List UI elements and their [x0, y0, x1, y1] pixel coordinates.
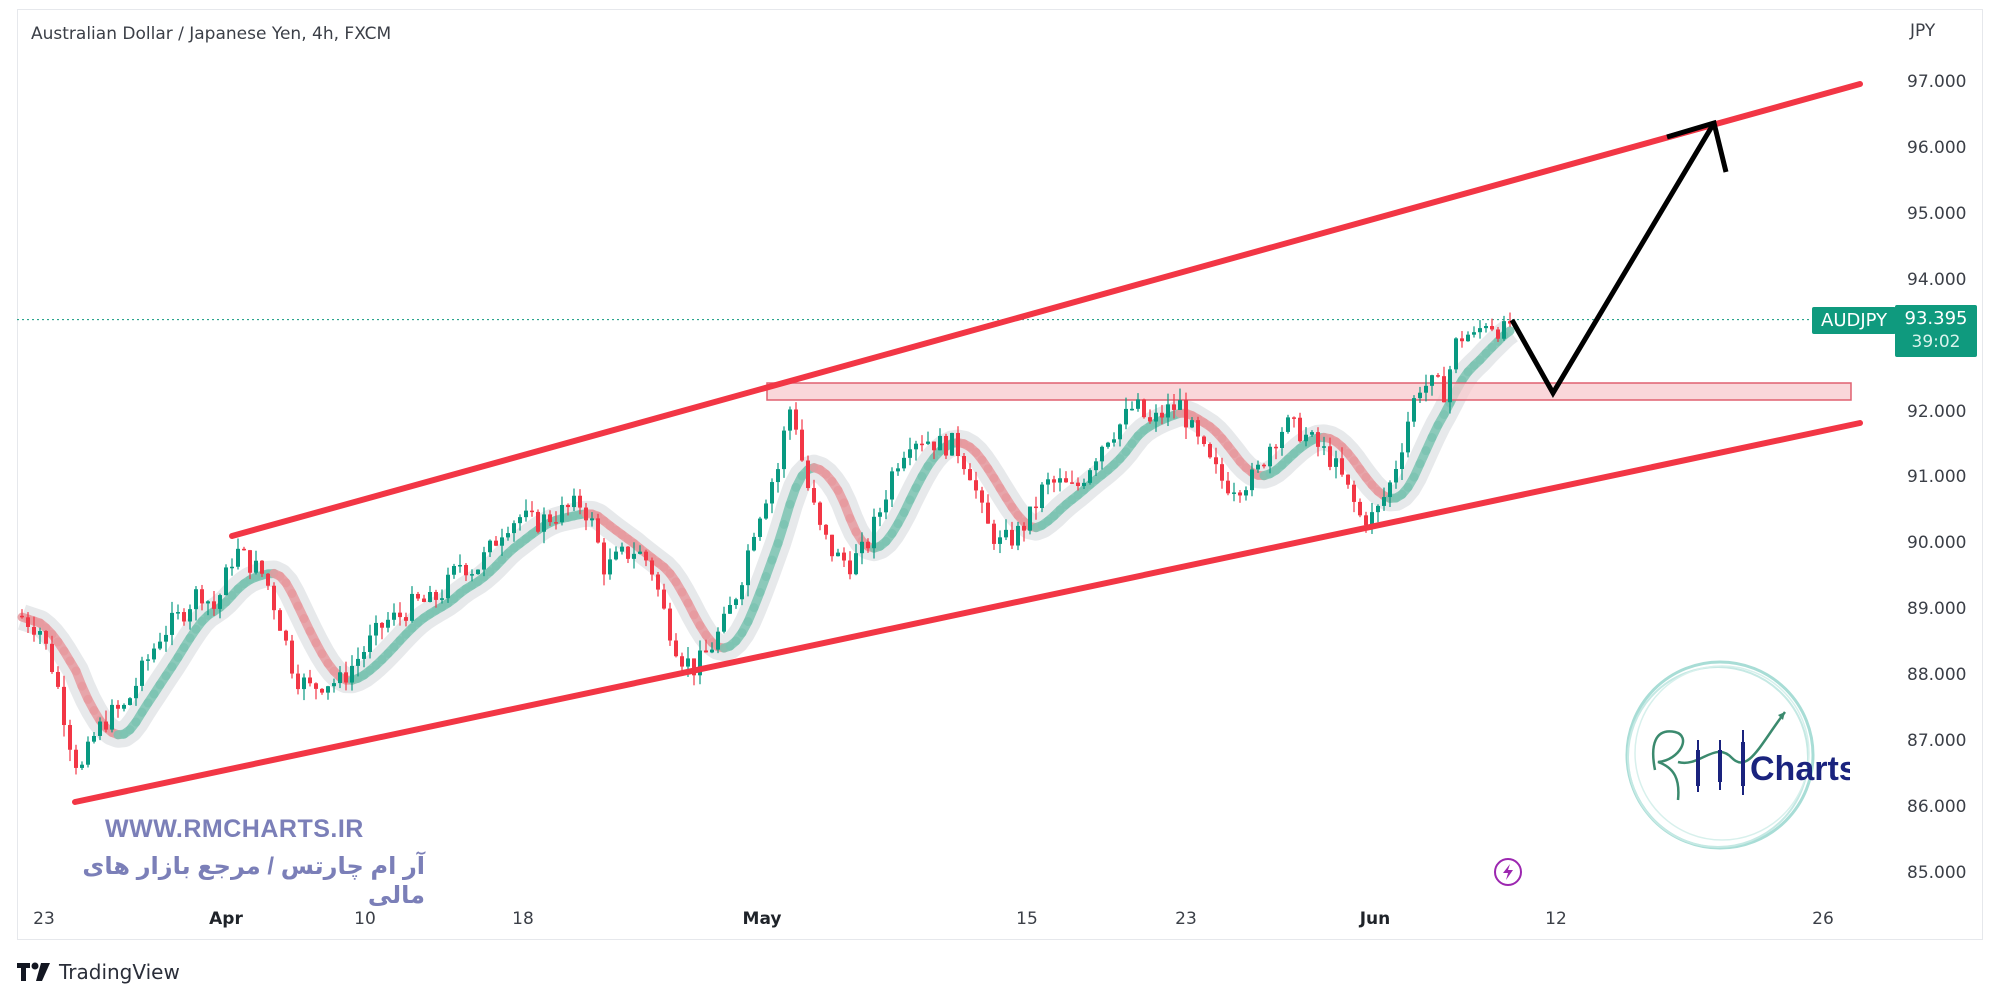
watermark-url: WWW.RMCHARTS.IR: [105, 815, 364, 843]
time-tick: 23: [33, 909, 55, 929]
price-tick: 97.000: [1907, 72, 1967, 92]
time-tick: 26: [1812, 909, 1834, 929]
projection-arrow[interactable]: [1509, 121, 1717, 398]
price-tick: 91.000: [1907, 467, 1967, 488]
currency-label: JPY: [1910, 21, 1936, 41]
arrow-head-icon: [1666, 119, 1729, 173]
tradingview-icon: [17, 962, 50, 981]
symbol-badge: AUDJPY: [1812, 307, 1897, 334]
svg-text:Charts: Charts: [1750, 750, 1850, 788]
watermark-persian-text: آر ام چارتس / مرجع بازار های مالی: [82, 853, 425, 909]
tradingview-logo[interactable]: TradingView: [17, 960, 180, 984]
time-tick: Apr: [209, 909, 243, 929]
price-tick: 92.000: [1907, 401, 1967, 422]
price-tick: 89.000: [1907, 599, 1967, 620]
price-tick: 96.000: [1907, 137, 1967, 158]
time-tick: 15: [1016, 909, 1038, 929]
time-tick: 12: [1545, 909, 1567, 929]
bar-countdown: 39:02: [1911, 332, 1961, 352]
resistance-zone[interactable]: [766, 382, 1852, 401]
last-price-value: 93.395: [1904, 308, 1968, 329]
price-tick: 90.000: [1907, 533, 1967, 554]
candlesticks: [20, 312, 1512, 775]
lower-trendline[interactable]: [72, 420, 1863, 805]
upper-trendline[interactable]: [229, 81, 1863, 539]
price-tick: 85.000: [1907, 862, 1967, 883]
chart-title[interactable]: Australian Dollar / Japanese Yen, 4h, FX…: [31, 24, 392, 44]
last-price-badge: 93.395 39:02: [1895, 305, 1977, 357]
moving-average-line: [17, 326, 1515, 740]
time-tick: 10: [354, 909, 376, 929]
price-tick: 94.000: [1907, 269, 1967, 290]
price-tick: 88.000: [1907, 665, 1967, 686]
time-tick: 18: [512, 909, 534, 929]
rmcharts-logo: Charts: [1625, 660, 1850, 850]
lightning-icon[interactable]: [1493, 857, 1523, 887]
price-tick: 87.000: [1907, 731, 1967, 751]
tradingview-brand: TradingView: [59, 960, 180, 984]
price-tick: 95.000: [1907, 203, 1967, 224]
time-tick: May: [742, 909, 782, 929]
time-tick: 23: [1175, 909, 1197, 929]
price-tick: 86.000: [1907, 796, 1967, 817]
time-tick: Jun: [1359, 909, 1391, 929]
